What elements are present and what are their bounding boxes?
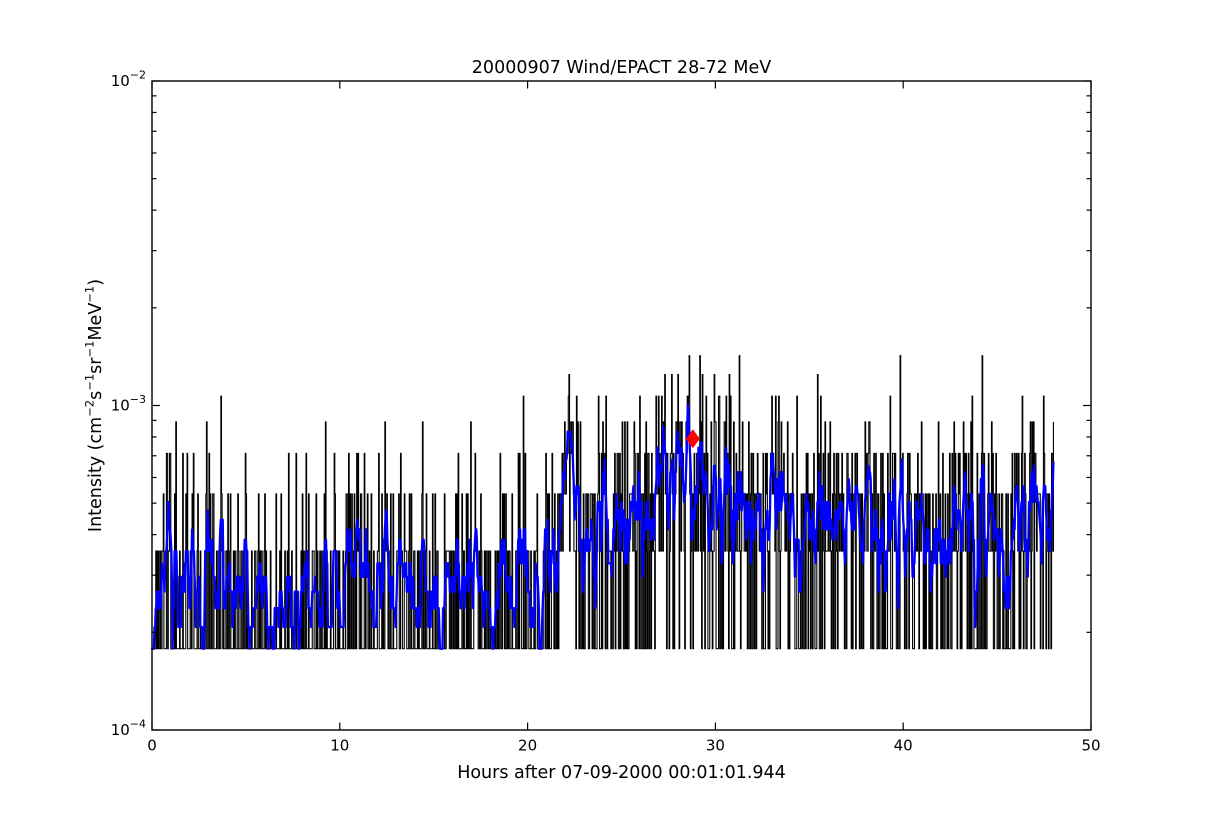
raw-intensity-series — [152, 355, 1054, 650]
x-tick-label: 20 — [518, 737, 537, 755]
event-marker-diamond — [685, 429, 700, 449]
series-layer — [150, 355, 1055, 650]
x-axis-label: Hours after 07-09-2000 00:01:01.944 — [457, 763, 786, 783]
y-tick-label: 10−4 — [111, 718, 146, 740]
plot-title: 20000907 Wind/EPACT 28-72 MeV — [472, 58, 771, 78]
y-axis-label: Intensity (cm−2s−1sr−1MeV−1) — [83, 279, 107, 532]
axes-layer: 0 10 20 30 40 50 10−2 10−3 10−4 — [111, 69, 1101, 755]
x-tick-label: 50 — [1081, 737, 1100, 755]
x-tick-label: 30 — [706, 737, 725, 755]
y-tick-label: 10−2 — [111, 69, 146, 91]
x-tick-label: 10 — [330, 737, 349, 755]
x-tick-label: 40 — [894, 737, 913, 755]
y-tick-label: 10−3 — [111, 393, 146, 415]
smoothed-intensity-series — [150, 403, 1055, 650]
plot-frame — [151, 80, 1092, 731]
x-tick-label: 0 — [147, 737, 157, 755]
